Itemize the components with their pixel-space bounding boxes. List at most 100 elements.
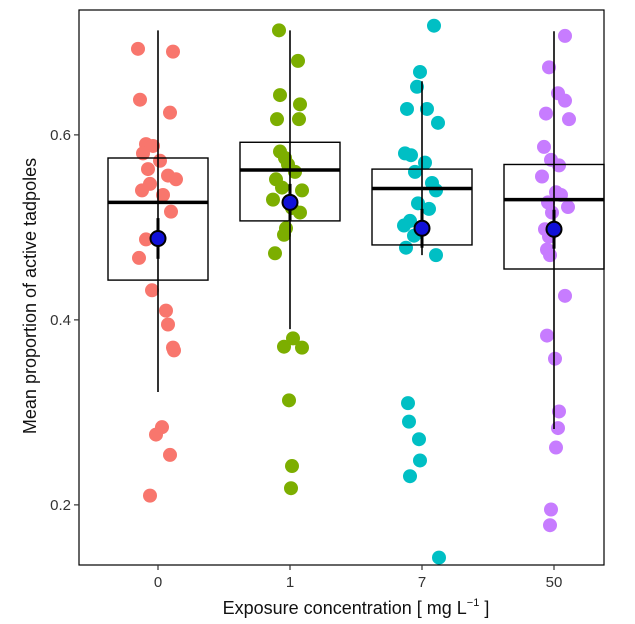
data-point xyxy=(272,23,286,38)
x-axis-title-superscript: −1 xyxy=(467,597,480,609)
data-point xyxy=(273,88,287,103)
y-axis-title: Mean proportion of active tadpoles xyxy=(20,158,40,434)
mean-point xyxy=(149,229,167,247)
y-tick-label: 0.4 xyxy=(50,312,71,329)
data-point xyxy=(291,53,305,68)
box xyxy=(107,157,209,281)
data-point xyxy=(161,317,175,332)
data-point xyxy=(542,60,556,75)
data-point xyxy=(412,432,426,447)
data-point xyxy=(400,101,414,116)
data-point xyxy=(145,283,159,298)
data-point xyxy=(270,112,284,127)
data-point xyxy=(266,192,280,207)
data-point xyxy=(429,248,443,263)
data-point xyxy=(149,427,163,442)
x-tick-label: 50 xyxy=(546,574,563,591)
group-1 xyxy=(239,23,341,496)
data-point xyxy=(404,148,418,163)
data-point xyxy=(164,204,178,219)
data-point xyxy=(133,92,147,107)
mean-point xyxy=(413,219,431,237)
data-point xyxy=(136,146,150,161)
data-point xyxy=(282,393,296,408)
y-tick-label: 0.2 xyxy=(50,497,71,514)
data-point xyxy=(402,414,416,429)
data-point xyxy=(535,169,549,184)
x-tick-label: 1 xyxy=(286,574,294,591)
data-point xyxy=(558,93,572,108)
data-point xyxy=(403,469,417,484)
data-point xyxy=(277,227,291,242)
data-point xyxy=(163,447,177,462)
data-point xyxy=(561,200,575,215)
data-point xyxy=(562,112,576,127)
data-point xyxy=(537,139,551,154)
data-point xyxy=(413,64,427,79)
data-point xyxy=(141,162,155,177)
data-point xyxy=(408,164,422,179)
data-point xyxy=(139,232,153,247)
data-point xyxy=(540,328,554,343)
data-point xyxy=(429,183,443,198)
data-point xyxy=(431,115,445,130)
data-point xyxy=(558,288,572,303)
data-point xyxy=(166,44,180,59)
x-axis-title: Exposure concentration [ mg L−1 ] xyxy=(223,597,490,618)
mean-point xyxy=(281,193,299,211)
data-point xyxy=(286,331,300,346)
data-point xyxy=(543,248,557,263)
group-50 xyxy=(503,28,605,533)
plot-border xyxy=(78,9,605,566)
x-tick-label: 0 xyxy=(154,574,162,591)
data-point xyxy=(295,183,309,198)
data-point xyxy=(292,112,306,127)
data-point xyxy=(295,340,309,355)
data-point xyxy=(399,240,413,255)
data-point xyxy=(410,79,424,94)
data-point xyxy=(422,201,436,216)
data-point xyxy=(163,105,177,120)
data-point xyxy=(156,188,170,202)
data-point xyxy=(539,106,553,121)
data-point xyxy=(552,404,566,419)
data-point xyxy=(552,158,566,173)
data-point xyxy=(293,205,307,220)
data-point xyxy=(167,343,181,358)
data-point xyxy=(159,303,173,318)
mean-point xyxy=(545,220,563,238)
data-point xyxy=(397,218,411,233)
data-point xyxy=(548,351,562,366)
x-axis-title-suffix: ] xyxy=(479,598,489,618)
axes: 0 1 7 50 0.2 0.4 0.6 xyxy=(50,9,605,591)
group-7 xyxy=(371,18,473,565)
data-point xyxy=(146,138,160,153)
x-axis-title-main: Exposure concentration [ mg L xyxy=(223,598,467,618)
group-0 xyxy=(107,30,209,503)
data-point xyxy=(420,101,434,116)
data-point xyxy=(401,396,415,411)
data-point xyxy=(268,246,282,261)
x-tick-label: 7 xyxy=(418,574,426,591)
data-point xyxy=(432,550,446,565)
data-point xyxy=(277,339,291,354)
data-point xyxy=(545,205,559,220)
data-point xyxy=(135,183,149,198)
data-point xyxy=(284,481,298,496)
data-point xyxy=(558,28,572,43)
data-point xyxy=(169,172,183,187)
data-point xyxy=(132,250,146,265)
data-point xyxy=(413,453,427,468)
data-point xyxy=(143,488,157,503)
data-point xyxy=(543,518,557,533)
data-point xyxy=(427,18,441,33)
data-point xyxy=(549,440,563,455)
data-point xyxy=(275,180,289,195)
data-point xyxy=(551,421,565,436)
data-point xyxy=(544,502,558,517)
plot-area xyxy=(107,18,605,565)
y-tick-label: 0.6 xyxy=(50,127,71,144)
data-point xyxy=(285,459,299,474)
data-point xyxy=(293,97,307,112)
